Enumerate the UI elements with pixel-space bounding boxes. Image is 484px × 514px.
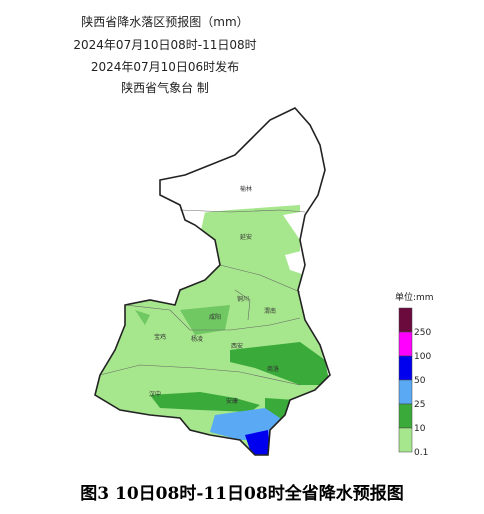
city-label: 宝鸡 [154,333,166,341]
legend-label: 100 [414,352,431,362]
city-label: 榆林 [240,185,252,193]
legend-label: 25 [414,400,425,410]
legend-label: 250 [414,328,431,338]
city-label: 杨凌 [191,335,203,343]
city-label: 安康 [226,397,238,405]
legend-swatch [398,379,413,405]
period: 2024年07月10日08时-11日08时 [73,38,256,52]
city-label: 咸阳 [209,313,221,321]
city-label: 延安 [240,233,252,241]
city-label: 西安 [231,342,243,350]
legend-swatch [398,331,413,357]
legend-swatch [398,427,413,453]
boundaries [99,209,306,386]
issued: 2024年07月10日06时发布 [91,59,239,74]
city-label: 商洛 [267,365,279,373]
city-label: 汉中 [149,390,161,398]
legend-swatch [398,355,413,381]
city-label: 铜川 [237,295,249,303]
legend-swatch [398,403,413,429]
legend-unit: 单位:mm [395,291,434,303]
city-label: 渭南 [264,307,276,315]
caption: 图3 10日08时-11日08时全省降水预报图 [80,483,403,504]
legend-label: 0.1 [414,448,428,458]
rain-areas [95,108,330,455]
legend-label: 10 [414,424,426,434]
publisher: 陕西省气象台 制 [121,80,209,95]
legend-label: 50 [414,376,426,386]
legend-swatch [398,307,413,333]
map-title: 陕西省降水落区预报图（mm） [81,14,248,29]
